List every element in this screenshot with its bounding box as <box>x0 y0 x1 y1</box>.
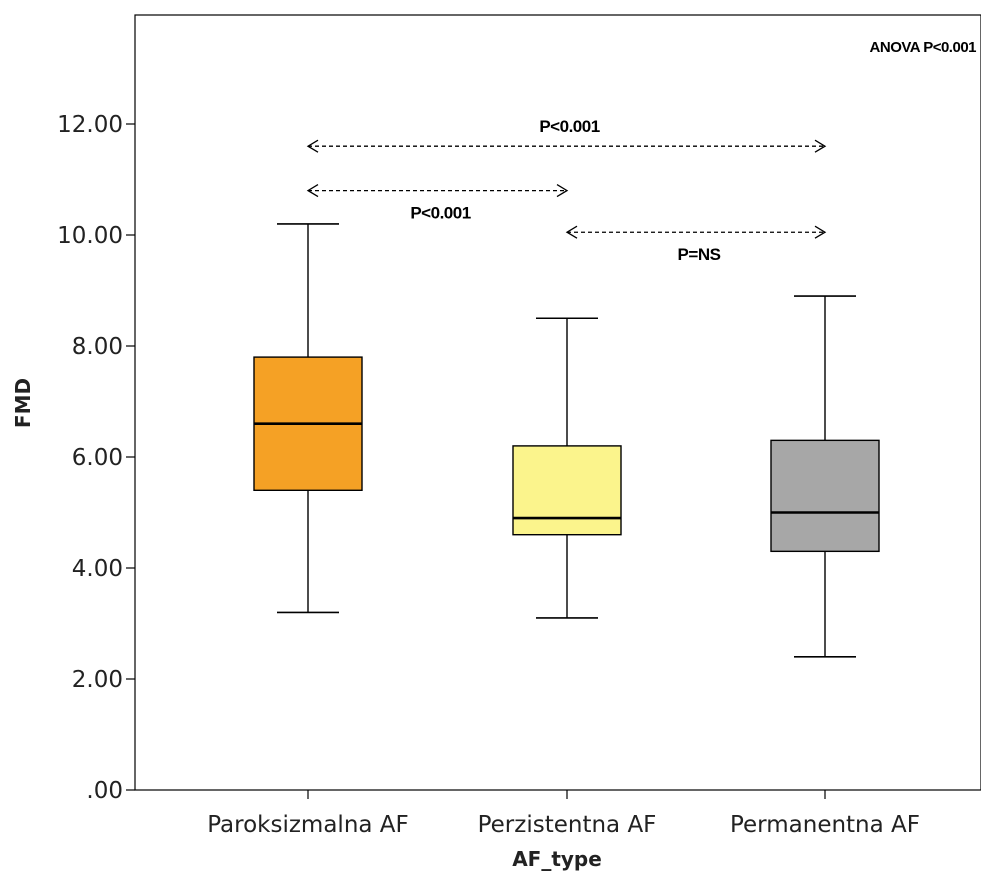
box-group <box>253 223 363 614</box>
y-tick-label: 2.00 <box>72 667 123 693</box>
arrow-left <box>306 139 319 153</box>
comparison: P<0.001 <box>306 117 827 153</box>
y-tick-label: 6.00 <box>72 445 123 471</box>
y-tick-label: 12.00 <box>57 112 123 138</box>
comparison: P<0.001 <box>306 184 569 223</box>
comparison-label: P<0.001 <box>410 204 470 223</box>
y-tick-label: 4.00 <box>72 556 123 582</box>
y-axis-title: FMD <box>11 378 35 428</box>
anova-annotation: ANOVA P<0.001 <box>870 39 977 56</box>
arrow-left <box>306 184 319 198</box>
comparison-label: P<0.001 <box>539 117 599 136</box>
comparison-label: P=NS <box>678 245 721 264</box>
arrow-right <box>814 139 827 153</box>
iqr-box <box>512 445 622 536</box>
plot-frame <box>134 14 981 791</box>
y-tick-label: .00 <box>86 778 123 804</box>
y-tick-label: 10.00 <box>57 223 123 249</box>
x-axis: Paroksizmalna AF Perzistentna AF Permanent… <box>207 790 920 838</box>
y-tick-label: 8.00 <box>72 334 123 360</box>
x-tick-label: Perzistentna AF <box>478 812 657 838</box>
x-axis-title: AF_type <box>512 847 602 871</box>
x-tick-label: Permanentna AF <box>730 812 920 838</box>
arrow-right <box>814 225 827 239</box>
comparison-brackets: P<0.001 P<0.001 P=NS <box>306 117 827 264</box>
box-group <box>512 317 622 619</box>
arrow-right <box>556 184 569 198</box>
comparison: P=NS <box>565 225 827 264</box>
y-axis: .00 2.00 4.00 6.00 8.00 10.00 12.00 <box>57 112 135 804</box>
arrow-left <box>565 225 578 239</box>
iqr-box <box>770 439 880 553</box>
box-series <box>253 223 880 658</box>
x-tick-label: Paroksizmalna AF <box>207 812 409 838</box>
box-group <box>770 295 880 658</box>
